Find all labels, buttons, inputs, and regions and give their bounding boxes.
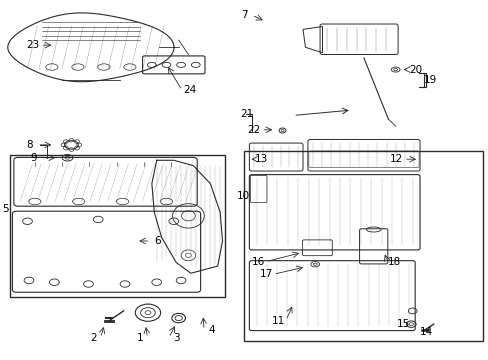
Text: 23: 23 (27, 40, 40, 50)
Text: 12: 12 (389, 154, 403, 164)
Bar (10, 155, 224, 297)
Text: 8: 8 (26, 140, 33, 150)
Text: 17: 17 (259, 269, 272, 279)
Text: 18: 18 (387, 257, 401, 267)
Text: 9: 9 (30, 153, 37, 163)
Text: 1: 1 (137, 333, 143, 343)
Text: 3: 3 (173, 333, 179, 343)
Bar (244, 151, 483, 341)
Text: 7: 7 (241, 10, 247, 20)
Text: 15: 15 (396, 319, 409, 329)
Text: 10: 10 (237, 191, 249, 201)
Text: 21: 21 (239, 109, 253, 120)
Text: 2: 2 (90, 333, 97, 343)
Text: 16: 16 (251, 257, 264, 267)
Text: 22: 22 (247, 125, 260, 135)
Text: 11: 11 (271, 316, 285, 325)
Text: 20: 20 (409, 64, 422, 75)
Text: 5: 5 (2, 204, 8, 214)
Text: 14: 14 (419, 327, 432, 337)
Text: 13: 13 (254, 154, 267, 164)
Text: 6: 6 (154, 236, 161, 246)
Text: 4: 4 (207, 325, 214, 335)
Text: 24: 24 (183, 85, 196, 95)
Text: 19: 19 (423, 75, 436, 85)
